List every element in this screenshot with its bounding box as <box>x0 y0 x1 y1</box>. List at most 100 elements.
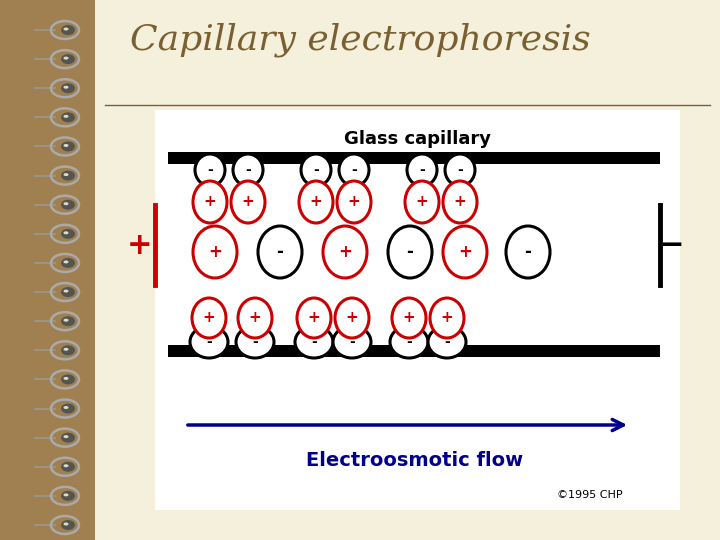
Ellipse shape <box>193 181 227 223</box>
Ellipse shape <box>63 319 68 322</box>
Ellipse shape <box>63 377 68 380</box>
Text: Capillary electrophoresis: Capillary electrophoresis <box>130 23 590 57</box>
Ellipse shape <box>299 181 333 223</box>
Text: +: + <box>204 194 217 210</box>
Text: Glass capillary: Glass capillary <box>344 130 491 148</box>
Text: -: - <box>349 335 355 349</box>
Ellipse shape <box>61 258 75 268</box>
Ellipse shape <box>405 181 439 223</box>
Text: -: - <box>313 163 319 177</box>
Ellipse shape <box>193 226 237 278</box>
Ellipse shape <box>238 298 272 338</box>
Text: -: - <box>207 163 213 177</box>
Ellipse shape <box>443 226 487 278</box>
Text: +: + <box>307 310 320 326</box>
Ellipse shape <box>63 406 68 409</box>
Ellipse shape <box>333 326 371 358</box>
FancyBboxPatch shape <box>95 0 720 110</box>
Ellipse shape <box>61 54 75 64</box>
Text: +: + <box>208 243 222 261</box>
Ellipse shape <box>63 289 68 293</box>
Ellipse shape <box>61 229 75 239</box>
Text: +: + <box>310 194 323 210</box>
Ellipse shape <box>61 25 75 35</box>
Ellipse shape <box>61 112 75 123</box>
Ellipse shape <box>323 226 367 278</box>
Ellipse shape <box>61 520 75 530</box>
Ellipse shape <box>63 435 68 438</box>
Text: +: + <box>127 231 153 260</box>
Ellipse shape <box>388 226 432 278</box>
Text: -: - <box>419 163 425 177</box>
Text: +: + <box>346 310 359 326</box>
Ellipse shape <box>339 154 369 186</box>
Ellipse shape <box>407 154 437 186</box>
Ellipse shape <box>445 154 475 186</box>
Ellipse shape <box>297 298 331 338</box>
Ellipse shape <box>63 523 68 525</box>
Text: -: - <box>407 243 413 261</box>
Text: -: - <box>406 335 412 349</box>
Text: +: + <box>248 310 261 326</box>
Ellipse shape <box>428 326 466 358</box>
Ellipse shape <box>61 462 75 472</box>
FancyBboxPatch shape <box>155 110 680 510</box>
Text: −: − <box>660 231 685 260</box>
Text: -: - <box>444 335 450 349</box>
Ellipse shape <box>233 154 263 186</box>
Ellipse shape <box>190 326 228 358</box>
Ellipse shape <box>61 287 75 297</box>
Ellipse shape <box>335 298 369 338</box>
Text: +: + <box>242 194 254 210</box>
Ellipse shape <box>430 298 464 338</box>
Ellipse shape <box>63 231 68 234</box>
Text: -: - <box>525 243 531 261</box>
Text: -: - <box>457 163 463 177</box>
Text: -: - <box>311 335 317 349</box>
Text: +: + <box>441 310 454 326</box>
Ellipse shape <box>61 491 75 501</box>
Ellipse shape <box>301 154 331 186</box>
Ellipse shape <box>61 171 75 180</box>
Text: -: - <box>245 163 251 177</box>
Ellipse shape <box>63 115 68 118</box>
Ellipse shape <box>392 298 426 338</box>
Ellipse shape <box>61 403 75 414</box>
Ellipse shape <box>63 86 68 89</box>
Ellipse shape <box>258 226 302 278</box>
Ellipse shape <box>295 326 333 358</box>
Ellipse shape <box>236 326 274 358</box>
Text: Electroosmotic flow: Electroosmotic flow <box>307 450 523 469</box>
Ellipse shape <box>63 348 68 351</box>
Ellipse shape <box>63 260 68 264</box>
Ellipse shape <box>63 464 68 467</box>
Text: +: + <box>415 194 428 210</box>
Text: ©1995 CHP: ©1995 CHP <box>557 490 623 500</box>
Text: -: - <box>206 335 212 349</box>
Ellipse shape <box>63 28 68 30</box>
Text: +: + <box>402 310 415 326</box>
Ellipse shape <box>61 83 75 93</box>
Ellipse shape <box>63 494 68 496</box>
Ellipse shape <box>63 144 68 147</box>
Text: -: - <box>351 163 357 177</box>
Bar <box>168 152 660 164</box>
Bar <box>168 345 660 357</box>
Ellipse shape <box>231 181 265 223</box>
Ellipse shape <box>61 345 75 355</box>
FancyBboxPatch shape <box>95 0 720 540</box>
Text: +: + <box>202 310 215 326</box>
Ellipse shape <box>63 57 68 59</box>
Ellipse shape <box>63 202 68 205</box>
Text: +: + <box>348 194 361 210</box>
Ellipse shape <box>61 374 75 384</box>
Ellipse shape <box>192 298 226 338</box>
Ellipse shape <box>61 141 75 152</box>
Ellipse shape <box>63 173 68 176</box>
Ellipse shape <box>390 326 428 358</box>
Text: +: + <box>458 243 472 261</box>
Text: +: + <box>338 243 352 261</box>
Text: +: + <box>454 194 467 210</box>
Ellipse shape <box>61 200 75 210</box>
Ellipse shape <box>195 154 225 186</box>
